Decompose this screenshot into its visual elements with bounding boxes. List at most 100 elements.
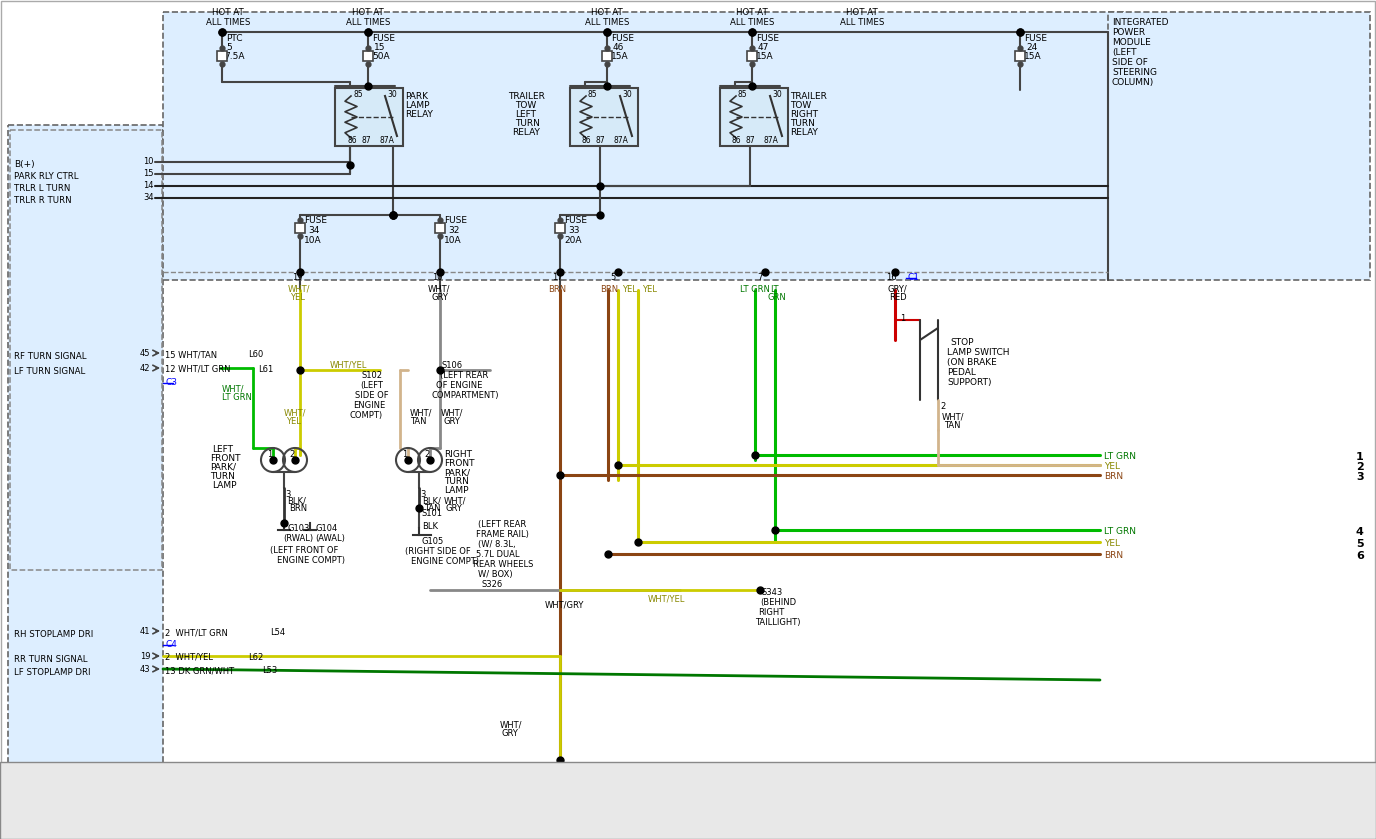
Text: S106: S106 <box>442 361 464 370</box>
Text: FUSE: FUSE <box>304 216 327 225</box>
Text: BRN: BRN <box>1104 472 1123 481</box>
Text: 13 DK GRN/WHT: 13 DK GRN/WHT <box>165 666 234 675</box>
Text: BRN: BRN <box>1104 551 1123 560</box>
Text: 15: 15 <box>374 43 385 52</box>
Text: TOW: TOW <box>515 101 537 110</box>
Text: COMPT): COMPT) <box>350 411 383 420</box>
Text: 2: 2 <box>289 450 294 459</box>
Text: RED: RED <box>889 293 907 302</box>
Text: LF TURN SIGNAL: LF TURN SIGNAL <box>14 367 85 376</box>
Text: LT: LT <box>771 285 779 294</box>
Text: 4: 4 <box>1355 527 1364 537</box>
Text: 17: 17 <box>552 273 563 282</box>
Text: WHT/: WHT/ <box>440 408 464 417</box>
Bar <box>363 51 373 61</box>
Text: FUSE: FUSE <box>1024 34 1047 43</box>
Text: TAN: TAN <box>424 504 440 513</box>
Text: (ON BRAKE: (ON BRAKE <box>947 358 996 367</box>
Text: FUSE: FUSE <box>444 216 466 225</box>
Text: FRONT: FRONT <box>444 459 475 468</box>
Text: S101: S101 <box>422 509 443 518</box>
Text: PARK/: PARK/ <box>211 463 237 472</box>
Text: GRY: GRY <box>446 504 462 513</box>
Text: MODULE: MODULE <box>1112 38 1150 47</box>
Text: HOT AT
ALL TIMES: HOT AT ALL TIMES <box>839 8 885 28</box>
Text: TOW: TOW <box>790 101 812 110</box>
Text: WHT/: WHT/ <box>222 384 245 393</box>
Bar <box>334 88 403 146</box>
Text: (RIGHT SIDE OF: (RIGHT SIDE OF <box>405 547 471 556</box>
Text: B(+): B(+) <box>14 160 34 169</box>
Text: TAILLIGHT): TAILLIGHT) <box>755 618 801 627</box>
Text: 1: 1 <box>900 314 905 323</box>
Text: TRAILER: TRAILER <box>790 92 827 101</box>
Text: L54: L54 <box>270 628 285 637</box>
Text: 15A: 15A <box>755 52 773 61</box>
Text: HOT AT
ALL TIMES: HOT AT ALL TIMES <box>206 8 250 28</box>
Text: 1: 1 <box>1355 452 1364 462</box>
Text: 15: 15 <box>143 169 154 178</box>
Text: 43: 43 <box>140 665 150 674</box>
Bar <box>747 51 757 61</box>
Text: 1: 1 <box>402 450 407 459</box>
Text: 15A: 15A <box>1024 52 1042 61</box>
Text: WHT/: WHT/ <box>410 408 432 417</box>
Text: 10: 10 <box>432 273 443 282</box>
Text: (LEFT REAR: (LEFT REAR <box>477 520 526 529</box>
Text: ENGINE: ENGINE <box>354 401 385 410</box>
Text: HOT AT
ALL TIMES: HOT AT ALL TIMES <box>345 8 391 28</box>
Text: (RWAL): (RWAL) <box>283 534 314 543</box>
Text: (AWAL): (AWAL) <box>315 534 345 543</box>
Text: RELAY: RELAY <box>512 128 539 137</box>
Text: INTEGRATED: INTEGRATED <box>1112 18 1168 27</box>
Text: LAMP: LAMP <box>405 101 429 110</box>
Text: WHT/: WHT/ <box>943 412 965 421</box>
Text: BLK/: BLK/ <box>288 496 305 505</box>
Bar <box>435 223 444 233</box>
Bar <box>603 51 612 61</box>
Text: 2  WHT/LT GRN: 2 WHT/LT GRN <box>165 628 228 637</box>
Text: 85: 85 <box>354 90 363 99</box>
Text: YEL: YEL <box>290 293 305 302</box>
Text: 6: 6 <box>1355 551 1364 561</box>
Text: 30: 30 <box>772 90 782 99</box>
Text: S343: S343 <box>762 588 783 597</box>
Text: COMPARTMENT): COMPARTMENT) <box>432 391 499 400</box>
Text: G105: G105 <box>422 537 444 546</box>
Text: (BEHIND: (BEHIND <box>760 598 797 607</box>
Text: 34: 34 <box>308 226 319 235</box>
Text: 10: 10 <box>143 157 154 166</box>
Text: G104: G104 <box>315 524 337 533</box>
Text: 87A: 87A <box>614 136 629 145</box>
Text: TURN: TURN <box>444 477 469 486</box>
Text: FUSE: FUSE <box>372 34 395 43</box>
Text: LAMP: LAMP <box>444 486 468 495</box>
Text: LAMP: LAMP <box>212 481 237 490</box>
Text: LT GRN: LT GRN <box>740 285 771 294</box>
Text: LT GRN: LT GRN <box>1104 527 1137 536</box>
Text: L53: L53 <box>261 666 277 675</box>
Text: YEL: YEL <box>622 285 637 294</box>
Text: TAN: TAN <box>944 421 960 430</box>
Text: 30: 30 <box>387 90 396 99</box>
Text: TURN: TURN <box>211 472 235 481</box>
Text: 33: 33 <box>568 226 579 235</box>
Text: 87: 87 <box>746 136 755 145</box>
Text: COLUMN): COLUMN) <box>1112 78 1154 87</box>
Text: LEFT: LEFT <box>212 445 233 454</box>
Text: BLK/: BLK/ <box>422 496 440 505</box>
Text: 32: 32 <box>449 226 460 235</box>
Text: W/ BOX): W/ BOX) <box>477 570 513 579</box>
Text: GRN: GRN <box>768 293 787 302</box>
Text: 3: 3 <box>420 490 425 499</box>
Text: RR TURN SIGNAL: RR TURN SIGNAL <box>14 655 88 664</box>
Text: BRN: BRN <box>548 285 566 294</box>
Bar <box>570 88 638 146</box>
Text: RIGHT: RIGHT <box>790 110 817 119</box>
Bar <box>1015 51 1025 61</box>
Text: SIDE OF: SIDE OF <box>355 391 388 400</box>
Text: YEL: YEL <box>286 417 301 426</box>
Text: (LEFT: (LEFT <box>1112 48 1137 57</box>
Text: 30: 30 <box>622 90 632 99</box>
Text: OF ENGINE: OF ENGINE <box>436 381 483 390</box>
